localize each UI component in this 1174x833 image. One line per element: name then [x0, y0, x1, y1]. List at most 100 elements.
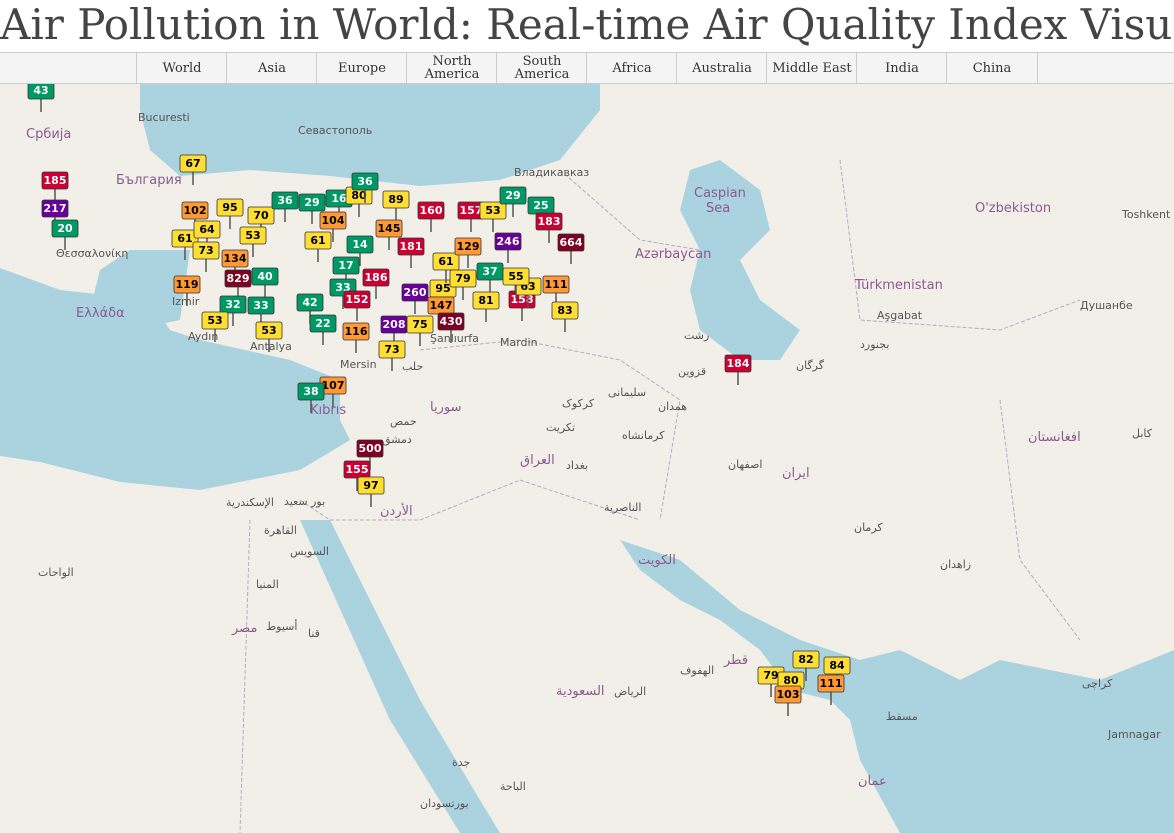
aqi-marker[interactable]: 89 [382, 190, 410, 221]
aqi-marker[interactable]: 64 [193, 220, 221, 251]
place-label: گرگان [796, 359, 825, 372]
aqi-marker[interactable]: 129 [454, 237, 482, 268]
marker-box [239, 226, 267, 245]
tab-label[interactable]: Australia [692, 60, 752, 76]
aqi-marker[interactable]: 16 [325, 189, 353, 220]
aqi-marker[interactable]: 145 [375, 219, 403, 250]
marker-box [27, 84, 55, 100]
aqi-marker[interactable]: 20 [51, 219, 79, 250]
tab-label[interactable]: India [885, 60, 919, 76]
nav-tab[interactable]: Asia [226, 53, 317, 83]
aqi-marker[interactable]: 103 [774, 685, 802, 716]
aqi-marker[interactable]: 116 [342, 322, 370, 353]
aqi-marker[interactable]: 73 [192, 241, 220, 272]
nav-tab[interactable]: South America [496, 53, 587, 83]
tab-label[interactable]: Africa [612, 60, 652, 76]
marker-value: 260 [404, 286, 427, 299]
nav-tab[interactable]: Europe [316, 53, 407, 83]
aqi-marker[interactable]: 82 [792, 650, 820, 681]
aqi-marker[interactable]: 53 [255, 321, 283, 352]
aqi-marker[interactable]: 55 [502, 267, 530, 298]
nav-tab[interactable]: North America [406, 53, 497, 83]
place-label: Mersin [340, 358, 377, 371]
tab-label[interactable]: North America [424, 54, 480, 82]
aqi-marker[interactable]: 36 [271, 191, 299, 222]
tab-label[interactable]: Europe [338, 60, 386, 76]
aqi-marker[interactable]: 217 [41, 199, 69, 230]
aqi-marker[interactable]: 111 [817, 674, 845, 705]
nav-tab[interactable]: Middle East [766, 53, 857, 83]
aqi-marker[interactable]: 104 [319, 211, 347, 242]
aqi-marker[interactable]: 81 [472, 291, 500, 322]
aqi-marker[interactable]: 83 [551, 301, 579, 332]
aqi-marker[interactable]: 181 [397, 237, 425, 268]
aqi-marker[interactable]: 53 [479, 201, 507, 232]
aqi-marker[interactable]: 17 [332, 256, 360, 287]
aqi-marker[interactable]: 430 [437, 312, 465, 343]
aqi-marker[interactable]: 107 [319, 376, 347, 407]
aqi-marker[interactable]: 43 [27, 84, 55, 112]
aqi-marker[interactable]: 75 [406, 315, 434, 346]
aqi-marker[interactable]: 14 [346, 235, 374, 266]
marker-value: 84 [829, 659, 845, 672]
tab-label[interactable]: Middle East [772, 60, 852, 76]
aqi-marker[interactable]: 664 [557, 233, 585, 264]
tab-label[interactable]: South America [514, 54, 570, 82]
aqi-marker[interactable]: 53 [239, 226, 267, 257]
tab-label[interactable]: World [162, 60, 202, 76]
nav-tab[interactable]: India [856, 53, 947, 83]
aqi-marker[interactable]: 37 [476, 262, 504, 293]
aqi-marker[interactable]: 29 [298, 193, 326, 224]
aqi-marker[interactable]: 208 [380, 315, 408, 346]
map[interactable]: Србија България Ελλάδα Kıbrıs سوريا العراق ایر… [0, 84, 1174, 833]
aqi-marker[interactable]: 79 [449, 269, 477, 300]
aqi-marker[interactable]: 260 [401, 283, 429, 314]
aqi-marker[interactable]: 111 [542, 275, 570, 306]
aqi-marker[interactable]: 40 [251, 267, 279, 298]
country-label: ایران [782, 466, 810, 481]
aqi-marker[interactable]: 185 [41, 171, 69, 202]
marker-value: 53 [485, 204, 500, 217]
marker-value: 664 [560, 236, 583, 249]
aqi-marker[interactable]: 53 [201, 311, 229, 342]
aqi-marker[interactable]: 500 [356, 439, 384, 470]
aqi-marker[interactable]: 160 [417, 201, 445, 232]
marker-box [201, 311, 229, 330]
aqi-marker[interactable]: 147 [427, 296, 455, 327]
aqi-marker[interactable]: 152 [343, 290, 371, 321]
aqi-marker[interactable]: 829 [224, 269, 252, 300]
aqi-marker[interactable]: 36 [351, 172, 379, 203]
nav-tab[interactable]: Africa [586, 53, 677, 83]
aqi-marker[interactable]: 29 [499, 186, 527, 217]
aqi-marker[interactable]: 155 [343, 460, 371, 491]
aqi-marker[interactable]: 61 [432, 252, 460, 283]
aqi-marker[interactable]: 134 [221, 249, 249, 280]
marker-box [432, 252, 460, 271]
place-label: Jamnagar [1107, 728, 1161, 741]
aqi-marker[interactable]: 61 [304, 231, 332, 262]
nav-tab[interactable]: World [136, 53, 227, 83]
aqi-marker[interactable]: 70 [247, 206, 275, 237]
aqi-marker[interactable]: 102 [181, 201, 209, 232]
aqi-marker[interactable]: 84 [823, 656, 851, 687]
aqi-marker[interactable]: 246 [494, 232, 522, 263]
aqi-marker[interactable]: 95 [216, 198, 244, 229]
aqi-marker[interactable]: 97 [357, 476, 385, 507]
aqi-marker[interactable]: 119 [173, 275, 201, 306]
nav-tab[interactable]: Australia [676, 53, 767, 83]
tab-label[interactable]: Asia [258, 60, 286, 76]
aqi-marker[interactable]: 67 [179, 154, 207, 185]
aqi-marker[interactable]: 186 [362, 268, 390, 299]
aqi-marker[interactable]: 32 [219, 295, 247, 326]
aqi-marker[interactable]: 183 [535, 212, 563, 243]
tab-label[interactable]: China [972, 60, 1012, 76]
aqi-marker[interactable]: 22 [309, 314, 337, 345]
aqi-marker[interactable]: 73 [378, 340, 406, 371]
aqi-marker[interactable]: 157 [457, 201, 485, 232]
aqi-marker[interactable]: 61 [171, 229, 199, 260]
marker-box [375, 219, 403, 238]
nav-tab[interactable]: China [946, 53, 1038, 83]
aqi-marker[interactable]: 38 [297, 382, 325, 413]
marker-box [297, 382, 325, 401]
aqi-marker[interactable]: 184 [724, 354, 752, 385]
